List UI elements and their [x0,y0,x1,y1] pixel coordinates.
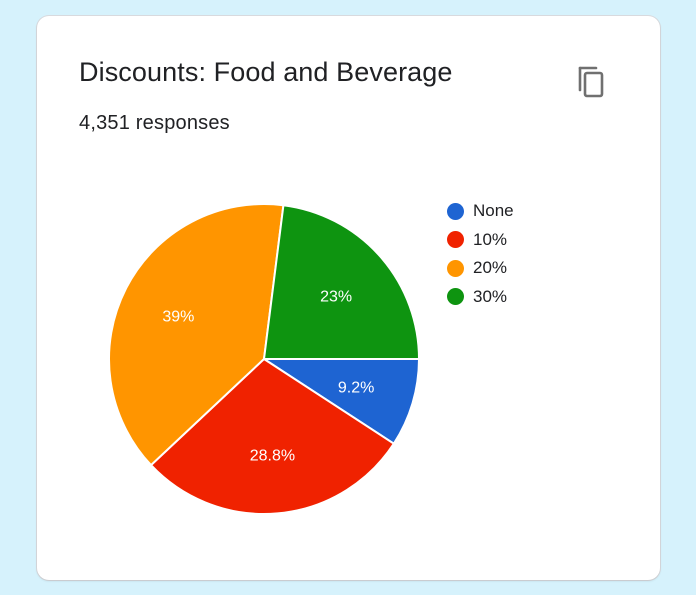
pie-slice-none [260,358,421,446]
slice-label-30pct: 23% [320,288,352,305]
slice-label-20pct: 39% [162,308,194,325]
legend-label: 10% [473,229,508,249]
legend-label: 30% [473,286,508,306]
legend-label: 20% [473,258,508,278]
pie-slice-10pct [149,357,396,515]
chart-legend: None 10% 20% 30% [447,197,514,311]
chart-card: Discounts: Food and Beverage 4,351 respo… [37,16,660,580]
pie-slice-20pct [108,203,285,467]
copy-icon [578,66,604,98]
legend-swatch [447,288,464,306]
legend-swatch [447,202,464,220]
legend-item-none[interactable]: None [447,197,514,226]
response-count: 4,351 responses [79,112,230,134]
pie-chart: 9.2% 28.8% 39% 23% [108,203,421,515]
slice-label-none: 9.2% [338,379,374,396]
legend-swatch [447,231,464,249]
legend-swatch [447,259,464,277]
chart-title: Discounts: Food and Beverage [79,57,453,87]
copy-chart-button[interactable] [573,60,613,100]
legend-label: None [473,201,514,221]
legend-item-20pct[interactable]: 20% [447,254,514,283]
legend-item-10pct[interactable]: 10% [447,226,514,255]
slice-label-10pct: 28.8% [250,448,295,465]
legend-item-30pct[interactable]: 30% [447,283,514,312]
pie-slice-30pct [262,204,421,360]
